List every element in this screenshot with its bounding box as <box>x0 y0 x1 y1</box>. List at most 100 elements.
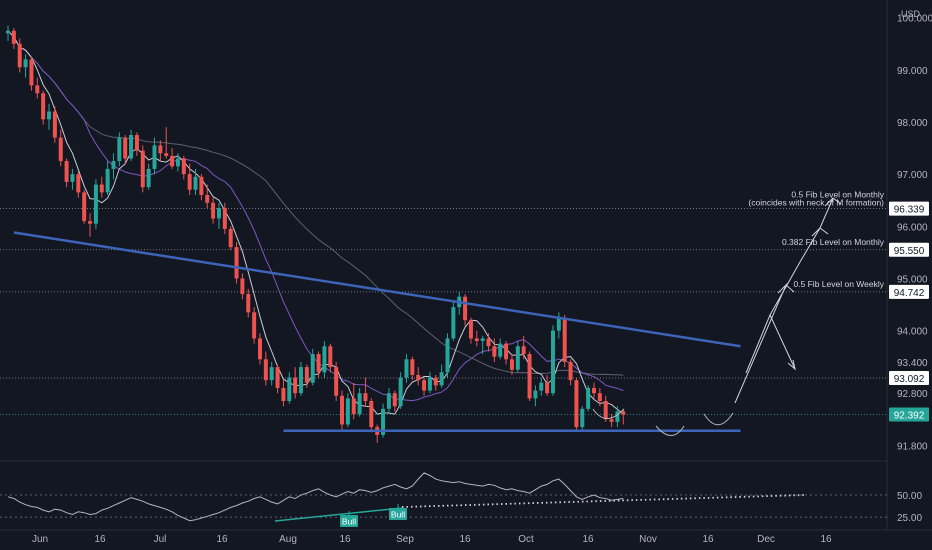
candle-body <box>492 346 497 357</box>
price-tick-label: 95.000 <box>897 274 928 285</box>
bull-label <box>389 508 407 520</box>
shoulder-arc <box>592 408 625 419</box>
time-tick-label: Nov <box>639 534 657 545</box>
price-level-tag <box>889 201 929 216</box>
candle-body <box>451 307 456 339</box>
time-tick-label: Sep <box>396 534 414 545</box>
candle-body <box>228 228 233 248</box>
candle-body <box>550 330 555 394</box>
candle-body <box>363 393 368 402</box>
candle-body <box>527 354 532 399</box>
candle-body <box>52 111 57 138</box>
candle-body <box>468 320 473 339</box>
candle-body <box>427 377 432 391</box>
moving-average-long <box>7 30 624 376</box>
price-tick-label: 100.000 <box>897 14 932 25</box>
candle-body <box>181 158 186 175</box>
last-price-tag-text: 92.392 <box>894 410 925 421</box>
candle-body <box>47 111 52 120</box>
candle-body <box>211 202 216 219</box>
candle-body <box>621 411 626 415</box>
time-tick-label: 16 <box>339 534 351 545</box>
price-tick-label: 94.000 <box>897 327 928 338</box>
candle-body <box>93 184 98 224</box>
head-arc <box>655 425 685 436</box>
candle-body <box>76 174 81 193</box>
candle-body <box>29 59 34 86</box>
candle-body <box>281 387 286 402</box>
bull-label-text: Bull <box>342 517 356 527</box>
candle-body <box>445 338 450 373</box>
arrow-head <box>824 197 842 207</box>
trend-line <box>13 231 741 348</box>
candle-body <box>158 145 163 154</box>
price-level-tag <box>889 284 929 299</box>
candle-body <box>246 294 251 313</box>
last-price-tag <box>889 407 929 422</box>
candle-body <box>504 343 509 360</box>
candle-body <box>252 312 257 339</box>
candle-body <box>263 359 268 381</box>
oscillator-tick-label: 25.00 <box>897 513 922 524</box>
candle-body <box>88 221 93 224</box>
price-level-tag <box>889 370 929 385</box>
candle-body <box>304 367 309 383</box>
time-tick-label: 16 <box>94 534 106 545</box>
price-level-label: 0.382 Fib Level on Monthly <box>782 237 885 247</box>
candle-body <box>603 401 608 420</box>
candle-body <box>474 338 479 342</box>
candle-body <box>70 174 75 182</box>
candle-body <box>11 30 16 44</box>
candle-body <box>597 393 602 402</box>
moving-average-mid <box>7 30 624 402</box>
candle-body <box>592 387 596 394</box>
candle-body <box>351 398 356 415</box>
candle-body <box>205 194 210 203</box>
arrow-head <box>811 227 829 237</box>
candle-body <box>35 85 40 94</box>
price-level-tag-text: 93.092 <box>894 374 925 385</box>
candle-body <box>146 168 151 188</box>
price-tick-label: 98.000 <box>897 118 928 129</box>
candle-body <box>539 382 544 391</box>
moving-average-short <box>7 30 624 415</box>
time-tick-label: Oct <box>518 534 534 545</box>
candle-body <box>117 137 122 162</box>
candle-body <box>299 367 303 394</box>
candle-body <box>568 361 573 381</box>
candle-body <box>287 377 292 402</box>
candle-body <box>545 382 550 394</box>
candle-body <box>509 359 514 370</box>
candle-body <box>345 398 350 425</box>
price-tick-label: 93.400 <box>897 358 928 369</box>
candle-body <box>386 393 391 409</box>
bull-label-text: Bull <box>391 510 405 520</box>
price-level-sublabel: (coincides with neck of M formation) <box>748 198 884 208</box>
candle-body <box>328 346 333 368</box>
price-level-tag-text: 94.742 <box>894 288 925 299</box>
candle-body <box>369 401 374 428</box>
candle-body <box>199 176 204 195</box>
candle-body <box>193 176 198 190</box>
arrow-head <box>787 359 796 371</box>
candle-body <box>357 393 362 415</box>
candle-body <box>234 247 239 279</box>
price-level-tag <box>889 242 929 257</box>
candle-body <box>586 387 591 409</box>
candle-body <box>134 135 139 151</box>
projection-arrow <box>769 197 834 316</box>
divergence-line <box>274 507 403 522</box>
time-tick-label: 16 <box>820 534 832 545</box>
candle-body <box>615 411 620 422</box>
candle-body <box>398 377 403 407</box>
candle-body <box>463 296 468 321</box>
candle-body <box>222 208 227 229</box>
candle-body <box>129 135 134 159</box>
candle-body <box>275 367 280 388</box>
price-level-label: 0.5 Fib Level on Monthly <box>791 190 884 200</box>
time-tick-label: Jun <box>32 534 48 545</box>
candle-body <box>164 153 169 156</box>
price-tick-label: 96.000 <box>897 222 928 233</box>
